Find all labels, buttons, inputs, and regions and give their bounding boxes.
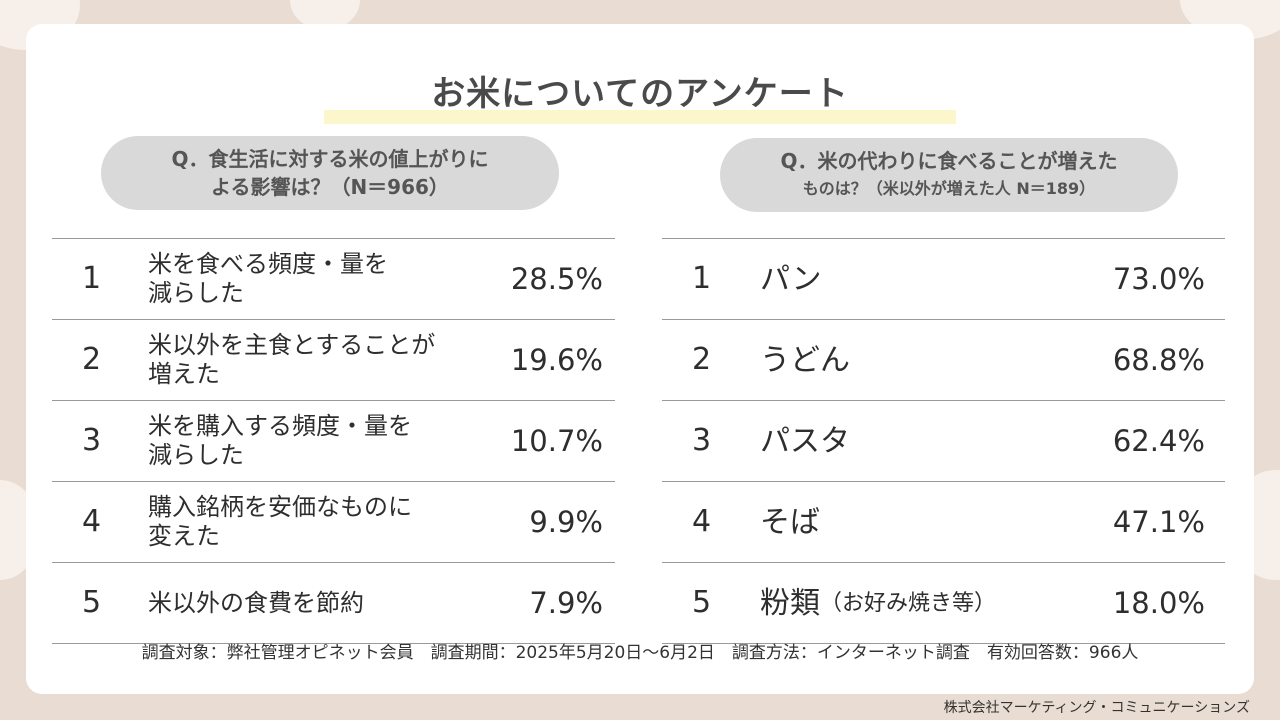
table-row: 4 購入銘柄を安価なものに 変えた 9.9%	[52, 482, 615, 563]
rank-number: 3	[692, 423, 712, 458]
page-title: お米についてのアンケート	[431, 74, 849, 114]
answer-percent: 19.6%	[510, 343, 603, 377]
answer-label-line1: 購入銘柄を安価なものに	[148, 493, 412, 521]
answer-label: 米を購入する頻度・量を 減らした	[148, 401, 488, 481]
survey-footnote: 調査対象：弊社管理オピネット会員 調査期間：2025年5月20日～6月2日 調査…	[141, 643, 1139, 663]
answer-label: そば	[760, 482, 1100, 562]
answer-label-text: うどん	[760, 342, 850, 378]
left-question-line1: Q．食生活に対する米の値上がりに	[171, 147, 489, 171]
table-row: 2 うどん 68.8%	[662, 320, 1225, 401]
rank-number: 5	[692, 585, 712, 620]
table-row: 1 パン 73.0%	[662, 239, 1225, 320]
title-highlight	[324, 110, 956, 124]
answer-label: うどん	[760, 320, 1100, 400]
rank-number: 4	[692, 504, 712, 539]
answer-label-line1: 米を購入する頻度・量を	[148, 412, 412, 440]
answer-label-note: （お好み焼き等）	[820, 590, 997, 616]
right-ranking-table: 1 パン 73.0% 2 うどん 68.8% 3 パスタ 62.4% 4 そば …	[662, 238, 1225, 644]
answer-percent: 9.9%	[529, 505, 603, 539]
right-question-line2: ものは？（米以外が増えた人 N＝189）	[802, 179, 1096, 198]
table-row: 3 パスタ 62.4%	[662, 401, 1225, 482]
answer-label-line1: 米を食べる頻度・量を	[148, 250, 388, 278]
rank-number: 1	[692, 261, 712, 296]
answer-label-text: パン	[760, 261, 822, 297]
rank-number: 3	[82, 423, 102, 458]
title-area: お米についてのアンケート	[26, 66, 1254, 126]
company-credit: 株式会社マーケティング・コミュニケーションズ	[943, 700, 1250, 716]
survey-card: お米についてのアンケート Q．食生活に対する米の値上がりに よる影響は？（N＝9…	[26, 24, 1254, 694]
table-row: 4 そば 47.1%	[662, 482, 1225, 563]
answer-percent: 10.7%	[510, 424, 603, 458]
answer-percent: 18.0%	[1112, 586, 1205, 620]
left-ranking-table: 1 米を食べる頻度・量を 減らした 28.5% 2 米以外を主食とすることが 増えた…	[52, 238, 615, 644]
rank-number: 1	[82, 261, 102, 296]
answer-label-text: 粉類	[760, 585, 820, 621]
rank-number: 2	[692, 342, 712, 377]
answer-percent: 73.0%	[1112, 262, 1205, 296]
answer-label-line2: 変えた	[148, 522, 220, 550]
answer-label-line2: 減らした	[148, 441, 244, 469]
answer-label-text: パスタ	[760, 423, 850, 459]
answer-percent: 47.1%	[1112, 505, 1205, 539]
answer-percent: 7.9%	[529, 586, 603, 620]
right-question-pill: Q．米の代わりに食べることが増えた ものは？（米以外が増えた人 N＝189）	[720, 138, 1178, 212]
answer-percent: 68.8%	[1112, 343, 1205, 377]
rank-number: 4	[82, 504, 102, 539]
answer-label-line1: 米以外の食費を節約	[148, 588, 364, 617]
answer-label-line2: 増えた	[148, 360, 220, 388]
table-row: 5 米以外の食費を節約 7.9%	[52, 563, 615, 644]
answer-percent: 62.4%	[1112, 424, 1205, 458]
rank-number: 2	[82, 342, 102, 377]
answer-label-line2: 減らした	[148, 279, 244, 307]
left-question-line2: よる影響は？（N＝966）	[211, 175, 449, 199]
answer-label-line1: 米以外を主食とすることが	[148, 331, 436, 359]
table-row: 3 米を購入する頻度・量を 減らした 10.7%	[52, 401, 615, 482]
answer-label: 粉類 （お好み焼き等）	[760, 563, 1100, 643]
answer-label-text: そば	[760, 504, 820, 540]
answer-label: 米を食べる頻度・量を 減らした	[148, 239, 488, 319]
answer-label: 米以外を主食とすることが 増えた	[148, 320, 488, 400]
answer-percent: 28.5%	[510, 262, 603, 296]
table-row: 5 粉類 （お好み焼き等） 18.0%	[662, 563, 1225, 644]
table-row: 2 米以外を主食とすることが 増えた 19.6%	[52, 320, 615, 401]
answer-label: パン	[760, 239, 1100, 319]
answer-label: パスタ	[760, 401, 1100, 481]
answer-label: 購入銘柄を安価なものに 変えた	[148, 482, 488, 562]
rank-number: 5	[82, 585, 102, 620]
table-row: 1 米を食べる頻度・量を 減らした 28.5%	[52, 239, 615, 320]
left-question-pill: Q．食生活に対する米の値上がりに よる影響は？（N＝966）	[101, 136, 559, 210]
answer-label: 米以外の食費を節約	[148, 563, 488, 643]
right-question-line1: Q．米の代わりに食べることが増えた	[780, 149, 1118, 173]
